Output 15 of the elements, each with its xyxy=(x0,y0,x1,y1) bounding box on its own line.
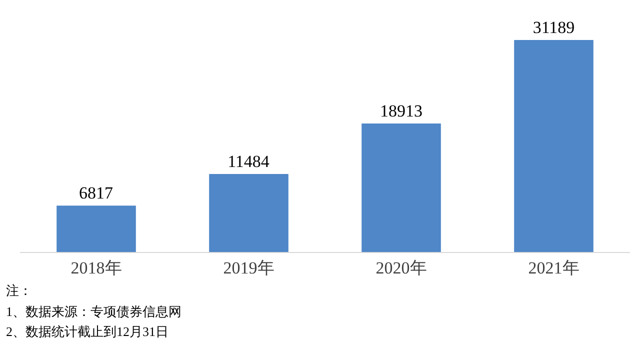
data-label: 11484 xyxy=(228,152,270,171)
bar xyxy=(209,174,288,252)
bar xyxy=(56,206,136,252)
bar xyxy=(514,40,594,252)
text: 2、数据统计截止到12月31日 xyxy=(6,324,168,339)
x-tick-label: 2020年 xyxy=(376,258,427,278)
x-tick-label: 2018年 xyxy=(70,258,122,278)
bar xyxy=(362,123,441,252)
data-label: 6817 xyxy=(79,184,114,203)
data-label: 31189 xyxy=(532,18,575,37)
text: 1、数据来源：专项债券信息网 xyxy=(6,304,182,319)
data-label: 18913 xyxy=(380,101,422,120)
text: 注： xyxy=(6,283,32,298)
x-tick-label: 2021年 xyxy=(528,258,580,278)
x-tick-label: 2019年 xyxy=(223,258,274,278)
